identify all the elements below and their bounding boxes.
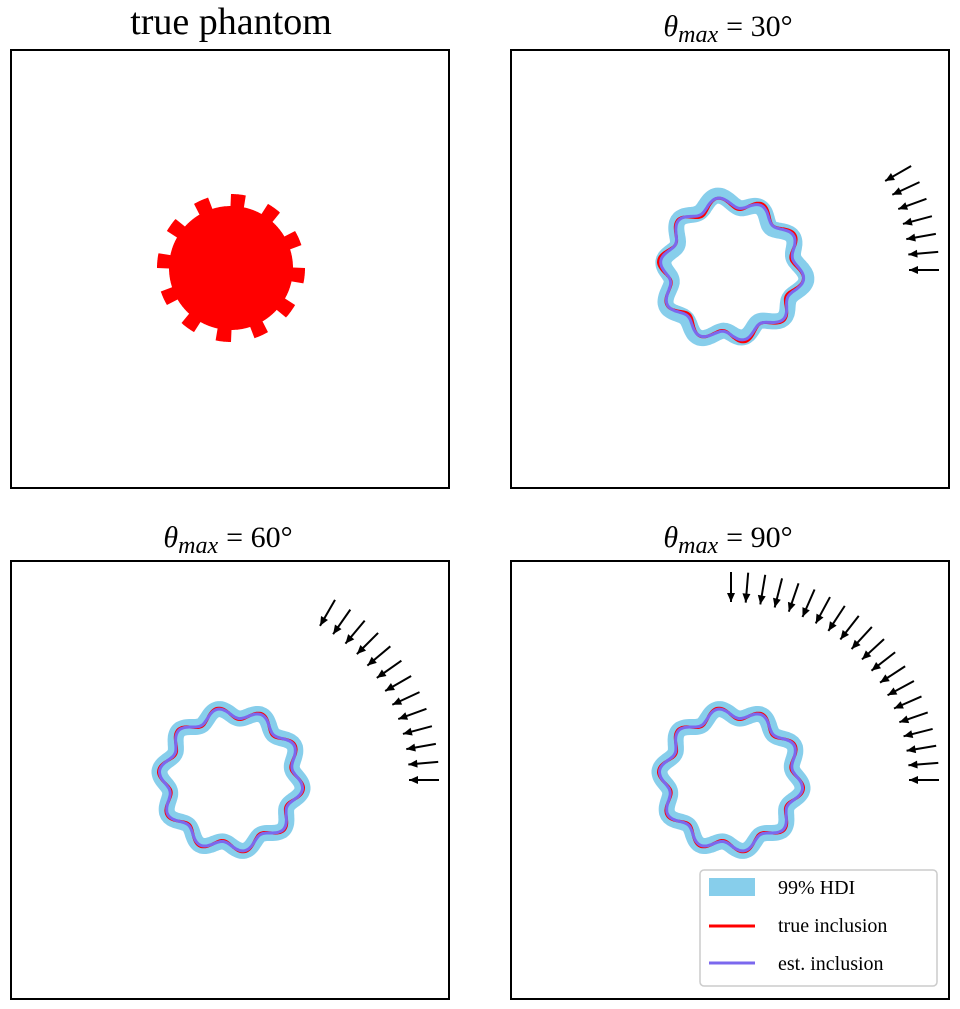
arrow-head <box>906 233 916 242</box>
arrow-head <box>727 593 735 602</box>
legend: 99% HDI true inclusion est. inclusion <box>699 869 938 987</box>
symbol: θ <box>663 521 678 554</box>
title-rest: = 30° <box>726 10 792 43</box>
arrow-head <box>828 621 837 631</box>
phantom <box>157 194 305 342</box>
est-inclusion <box>158 707 304 853</box>
panel-title: θmax = 30° <box>663 10 792 48</box>
symbol: θ <box>163 521 178 554</box>
legend-label: true inclusion <box>778 915 887 937</box>
panel-title: θmax = 60° <box>163 521 292 559</box>
arrow-head <box>908 249 918 258</box>
subscript: max <box>178 533 218 559</box>
arrow-head <box>892 187 903 195</box>
panel-frame <box>10 49 450 489</box>
arrow-head <box>909 266 918 274</box>
arrow-head <box>851 639 861 650</box>
panel-frame <box>510 560 950 1000</box>
arrow-head <box>815 613 824 624</box>
legend-label: est. inclusion <box>778 953 884 975</box>
arrow-head <box>367 656 377 666</box>
arrow-head <box>840 629 850 640</box>
hdi-band <box>655 187 815 347</box>
arrow-head <box>345 634 355 644</box>
arrow-head <box>885 173 895 181</box>
arrow-head <box>902 217 913 226</box>
arrow-head <box>356 644 367 655</box>
arrow-head <box>903 730 914 738</box>
arrow-head <box>802 607 810 617</box>
arrow-head <box>385 683 395 691</box>
arrow-head <box>757 594 766 605</box>
arrow-head <box>406 743 416 752</box>
arrow-head <box>408 759 418 768</box>
arrow-head <box>894 701 904 709</box>
panel-title: θmax = 90° <box>663 521 792 559</box>
arrow-head <box>742 593 751 603</box>
legend-box <box>699 869 938 987</box>
arrow-head <box>908 760 918 769</box>
panel-frame <box>510 49 950 489</box>
panel-title: true phantom <box>130 1 332 43</box>
arrow-head <box>392 697 403 705</box>
arrow-head <box>773 597 781 608</box>
symbol: θ <box>663 10 678 43</box>
arrow-head <box>899 715 910 724</box>
arrow-head <box>871 661 882 671</box>
panel-frame <box>10 560 450 1000</box>
arrow-head <box>887 687 898 696</box>
arrow-head <box>376 669 387 678</box>
arrow-head <box>333 624 342 635</box>
est-inclusion <box>658 707 804 853</box>
arrow-head <box>398 712 409 720</box>
legend-label: 99% HDI <box>778 877 855 899</box>
arrow-head <box>320 616 328 626</box>
arrow-head <box>898 202 909 210</box>
arrow-head <box>909 776 918 784</box>
arrow-head <box>402 727 413 736</box>
arrow-head <box>861 650 872 660</box>
est-inclusion <box>659 196 806 342</box>
arrow-head <box>880 674 890 683</box>
subscript: max <box>678 533 718 559</box>
arrow-head <box>409 776 418 784</box>
arrow-head <box>787 601 796 612</box>
arrow-head <box>906 745 917 754</box>
title-rest: = 90° <box>726 521 792 554</box>
subscript: max <box>678 22 718 48</box>
shapes <box>151 165 939 859</box>
title-rest: = 60° <box>226 521 292 554</box>
legend-swatch <box>709 878 755 896</box>
